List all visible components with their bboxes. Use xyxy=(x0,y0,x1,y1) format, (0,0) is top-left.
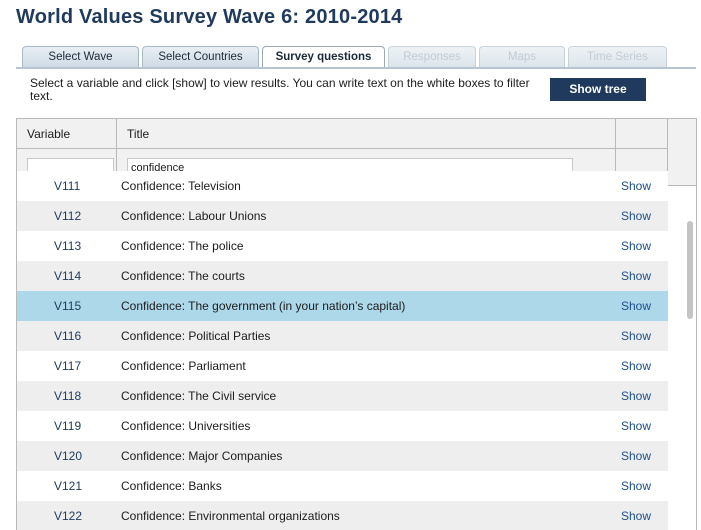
row-show-link[interactable]: Show xyxy=(621,299,652,313)
header-title: Title xyxy=(117,119,616,186)
tab-select-wave[interactable]: Select Wave xyxy=(22,46,139,67)
header-variable-label: Variable xyxy=(27,127,71,141)
show-tree-button[interactable]: Show tree xyxy=(550,78,646,101)
row-title: Confidence: Universities xyxy=(121,419,251,433)
row-show-link[interactable]: Show xyxy=(621,239,652,253)
tab-divider xyxy=(16,67,696,69)
row-show-link[interactable]: Show xyxy=(621,209,652,223)
table-row-v111[interactable]: V111 Confidence: Television Show xyxy=(17,171,668,201)
row-show-link[interactable]: Show xyxy=(621,419,652,433)
row-title: Confidence: Political Parties xyxy=(121,329,271,343)
row-variable: V116 xyxy=(54,329,82,343)
row-title: Confidence: Banks xyxy=(121,479,222,493)
row-show-link[interactable]: Show xyxy=(621,389,652,403)
table-row-v114[interactable]: V114 Confidence: The courts Show xyxy=(17,261,668,291)
row-variable: V115 xyxy=(54,299,82,313)
instructions-text: Select a variable and click [show] to vi… xyxy=(30,76,530,103)
header-actions xyxy=(616,119,668,186)
row-title: Confidence: Environmental organizations xyxy=(121,509,340,523)
table-row-v116[interactable]: V116 Confidence: Political Parties Show xyxy=(17,321,668,351)
row-title: Confidence: The police xyxy=(121,239,244,253)
row-title: Confidence: Major Companies xyxy=(121,449,283,463)
header-variable: Variable xyxy=(17,119,117,186)
row-title: Confidence: Television xyxy=(121,179,241,193)
table-row-v115[interactable]: V115 Confidence: The government (in your… xyxy=(17,291,668,321)
row-title: Confidence: Parliament xyxy=(121,359,246,373)
row-variable: V122 xyxy=(54,509,83,523)
tab-bar: Select Wave Select Countries Survey ques… xyxy=(22,46,670,68)
row-variable: V117 xyxy=(54,359,82,373)
tab-responses[interactable]: Responses xyxy=(388,46,476,67)
row-variable: V118 xyxy=(54,389,82,403)
page-title: World Values Survey Wave 6: 2010-2014 xyxy=(16,6,403,28)
table-row-v112[interactable]: V112 Confidence: Labour Unions Show xyxy=(17,201,668,231)
tab-survey-questions[interactable]: Survey questions xyxy=(262,46,385,68)
row-variable: V121 xyxy=(54,479,83,493)
tab-select-countries[interactable]: Select Countries xyxy=(142,46,259,67)
table-row-v120[interactable]: V120 Confidence: Major Companies Show xyxy=(17,441,668,471)
row-show-link[interactable]: Show xyxy=(621,359,652,373)
row-variable: V119 xyxy=(54,419,82,433)
row-show-link[interactable]: Show xyxy=(621,329,652,343)
row-variable: V112 xyxy=(54,209,82,223)
row-show-link[interactable]: Show xyxy=(621,449,652,463)
row-title: Confidence: The government (in your nati… xyxy=(121,299,406,313)
row-variable: V114 xyxy=(54,269,82,283)
row-show-link[interactable]: Show xyxy=(621,509,652,523)
table-row-v119[interactable]: V119 Confidence: Universities Show xyxy=(17,411,668,441)
header-title-label: Title xyxy=(127,127,150,141)
row-title: Confidence: Labour Unions xyxy=(121,209,267,223)
questions-grid: Variable Title V111 Confidence: Televisi… xyxy=(16,118,697,530)
table-row-v117[interactable]: V117 Confidence: Parliament Show xyxy=(17,351,668,381)
row-show-link[interactable]: Show xyxy=(621,269,652,283)
row-show-link[interactable]: Show xyxy=(621,179,652,193)
scrollbar-thumb[interactable] xyxy=(687,221,693,319)
row-variable: V113 xyxy=(54,239,82,253)
tab-maps[interactable]: Maps xyxy=(479,46,565,67)
table-row-v113[interactable]: V113 Confidence: The police Show xyxy=(17,231,668,261)
table-row-v118[interactable]: V118 Confidence: The Civil service Show xyxy=(17,381,668,411)
table-row-v122[interactable]: V122 Confidence: Environmental organizat… xyxy=(17,501,668,530)
header-separator xyxy=(17,148,668,149)
row-title: Confidence: The Civil service xyxy=(121,389,277,403)
row-show-link[interactable]: Show xyxy=(621,479,652,493)
row-variable: V111 xyxy=(54,179,81,193)
table-row-v121[interactable]: V121 Confidence: Banks Show xyxy=(17,471,668,501)
row-title: Confidence: The courts xyxy=(121,269,245,283)
row-variable: V120 xyxy=(54,449,83,463)
tab-time-series[interactable]: Time Series xyxy=(568,46,667,67)
